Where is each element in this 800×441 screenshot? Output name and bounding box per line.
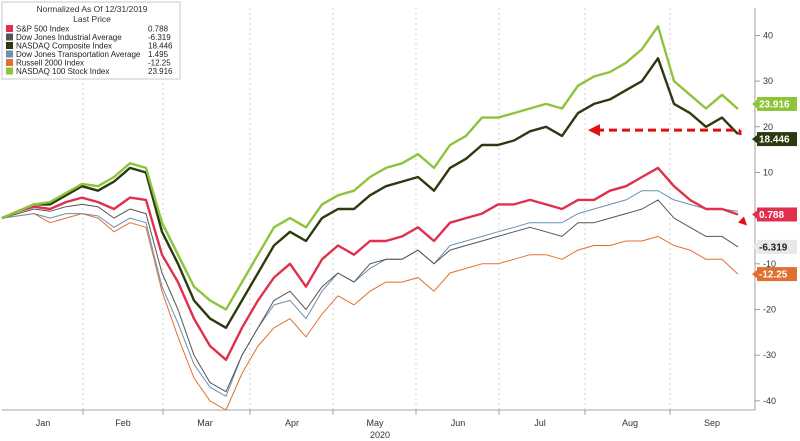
x-tick-label: Feb: [115, 418, 131, 428]
end-label-bg: [757, 96, 797, 111]
x-tick-label: May: [366, 418, 384, 428]
y-tick-label: 30: [763, 76, 773, 86]
y-tick-label: -10: [763, 259, 776, 269]
y-tick-label: -30: [763, 350, 776, 360]
x-tick-label: Jul: [534, 418, 546, 428]
y-tick-label: 40: [763, 30, 773, 40]
end-label-pointer: [752, 210, 757, 219]
x-tick-label: Sep: [704, 418, 720, 428]
end-label-bg: [757, 207, 797, 222]
y-tick-label: 20: [763, 122, 773, 132]
end-label-pointer: [752, 242, 757, 251]
end-label-bg: [757, 267, 797, 282]
x-tick-label: Apr: [285, 418, 299, 428]
y-tick-label: -40: [763, 396, 776, 406]
end-label-pointer: [752, 99, 757, 108]
x-tick-label: Jun: [451, 418, 466, 428]
end-value-label: 0.788: [759, 210, 784, 221]
x-tick-label: Aug: [622, 418, 638, 428]
y-tick-label: -20: [763, 305, 776, 315]
x-tick-label: Jan: [36, 418, 51, 428]
series-line: [1, 190, 739, 397]
end-label-pointer: [752, 135, 757, 144]
annotation-arrowhead: [588, 124, 600, 137]
end-value-label: -6.319: [759, 242, 788, 253]
series-line: [1, 166, 739, 361]
end-label-bg: [757, 132, 797, 147]
series-line: [1, 25, 739, 311]
end-value-label: 23.916: [759, 99, 790, 110]
y-tick-label: 10: [763, 167, 773, 177]
x-tick-label: Mar: [197, 418, 213, 428]
x-year-label: 2020: [370, 430, 390, 440]
series-line: [1, 57, 739, 329]
end-label-pointer: [752, 270, 757, 279]
annotation-small-arrow: [738, 216, 747, 226]
end-value-label: 18.446: [759, 135, 790, 146]
end-value-label: -12.25: [759, 270, 788, 281]
series-line: [1, 213, 739, 411]
series-line: [1, 199, 739, 393]
end-label-bg: [757, 239, 797, 254]
